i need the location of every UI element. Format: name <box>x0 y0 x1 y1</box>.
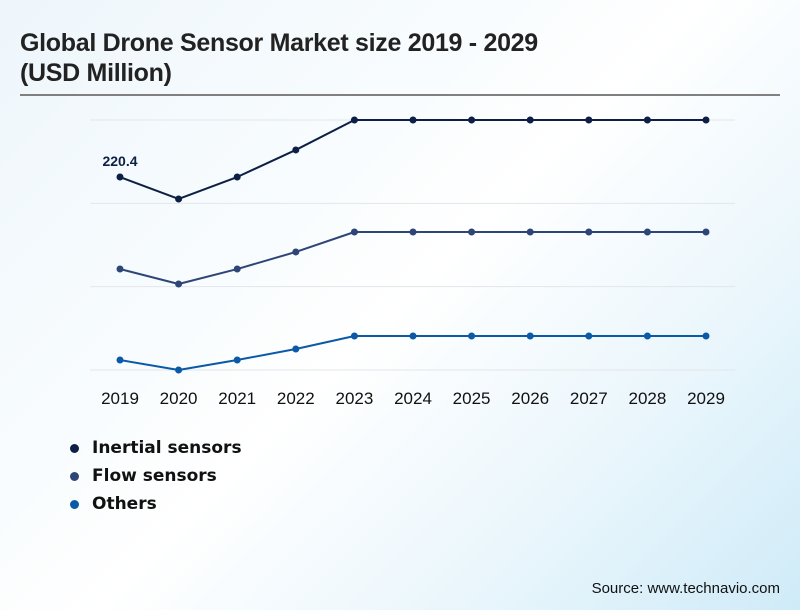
data-point-flow-sensors-2021 <box>233 265 241 273</box>
chart-title: Global Drone Sensor Market size 2019 - 2… <box>20 28 538 88</box>
data-point-others-2020 <box>175 366 183 374</box>
data-point-flow-sensors-2027 <box>585 228 593 236</box>
data-point-others-2024 <box>409 332 417 340</box>
x-tick-label: 2022 <box>277 389 315 408</box>
annotations: 220.4 <box>102 153 137 169</box>
x-tick-label: 2020 <box>160 389 198 408</box>
data-point-inertial-sensors-2027 <box>585 116 593 124</box>
series-line-flow-sensors <box>119 230 706 286</box>
data-point-flow-sensors-2026 <box>526 228 534 236</box>
data-point-others-2022 <box>292 345 300 353</box>
data-point-inertial-sensors-2029 <box>702 116 710 124</box>
data-point-flow-sensors-2019 <box>116 265 124 273</box>
x-tick-label: 2027 <box>570 389 608 408</box>
data-point-others-2029 <box>702 332 710 340</box>
legend-label: Inertial sensors <box>92 438 242 458</box>
legend-marker-icon <box>70 471 79 481</box>
gridlines <box>90 119 735 371</box>
data-point-flow-sensors-2024 <box>409 228 417 236</box>
data-point-inertial-sensors-2024 <box>409 116 417 124</box>
data-point-flow-sensors-2020 <box>175 280 183 288</box>
series-line-inertial-sensors <box>119 119 706 200</box>
data-point-inertial-sensors-2022 <box>292 146 300 154</box>
data-point-others-2027 <box>585 332 593 340</box>
data-point-flow-sensors-2029 <box>702 228 710 236</box>
series-line-others <box>119 335 706 371</box>
legend-item-inertial-sensors: Inertial sensors <box>70 434 242 462</box>
title-divider <box>20 94 780 96</box>
legend-item-others: Others <box>70 490 242 518</box>
x-tick-label: 2028 <box>628 389 666 408</box>
x-tick-label: 2026 <box>511 389 549 408</box>
legend-label: Others <box>92 494 157 514</box>
data-point-flow-sensors-2028 <box>643 228 651 236</box>
data-point-inertial-sensors-2023 <box>350 116 358 124</box>
data-point-others-2025 <box>468 332 476 340</box>
data-point-inertial-sensors-2026 <box>526 116 534 124</box>
data-point-inertial-sensors-2020 <box>175 195 183 203</box>
data-point-others-2019 <box>116 356 124 364</box>
data-point-others-2026 <box>526 332 534 340</box>
x-tick-label: 2025 <box>453 389 491 408</box>
data-point-inertial-sensors-2021 <box>233 173 241 181</box>
source-credit: Source: www.technavio.com <box>591 580 780 597</box>
data-point-others-2023 <box>350 332 358 340</box>
x-axis-ticks: 2019 2020 2021 2022 2023 2024 2025 2026 2027 2028… <box>101 389 725 408</box>
data-label: 220.4 <box>102 153 137 169</box>
data-point-flow-sensors-2022 <box>292 248 300 256</box>
series-points <box>116 116 710 374</box>
series-lines <box>119 119 706 371</box>
data-point-inertial-sensors-2019 <box>116 173 124 181</box>
chart-title-line-1: Global Drone Sensor Market size 2019 - 2… <box>20 29 538 57</box>
data-point-inertial-sensors-2028 <box>643 116 651 124</box>
x-tick-label: 2024 <box>394 389 432 408</box>
data-point-others-2021 <box>233 356 241 364</box>
legend-label: Flow sensors <box>92 466 217 486</box>
legend: Inertial sensors Flow sensors Others <box>70 434 242 518</box>
chart-title-line-2: (USD Million) <box>20 59 172 87</box>
data-point-inertial-sensors-2025 <box>468 116 476 124</box>
legend-item-flow-sensors: Flow sensors <box>70 462 242 490</box>
x-tick-label: 2021 <box>218 389 256 408</box>
data-point-flow-sensors-2023 <box>350 228 358 236</box>
legend-marker-icon <box>70 443 79 453</box>
x-tick-label: 2023 <box>335 389 373 408</box>
x-tick-label: 2019 <box>101 389 139 408</box>
x-tick-label: 2029 <box>687 389 725 408</box>
data-point-others-2028 <box>643 332 651 340</box>
legend-marker-icon <box>70 499 79 509</box>
data-point-flow-sensors-2025 <box>468 228 476 236</box>
